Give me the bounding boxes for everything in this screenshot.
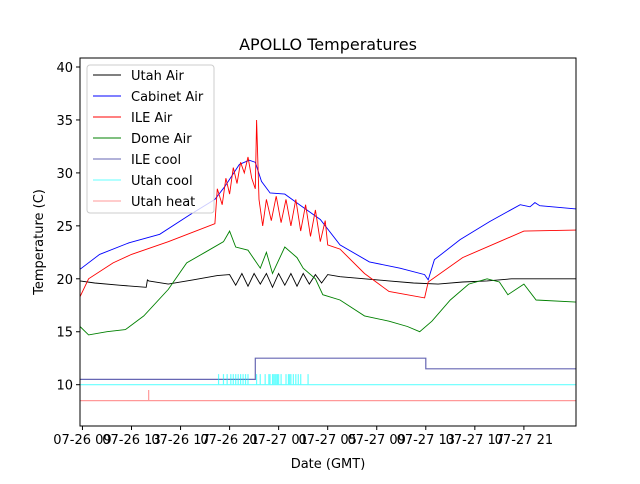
y-tick-label: 10 (56, 379, 73, 394)
legend-item-cabinet-air: Cabinet Air (93, 90, 204, 105)
y-axis-label: Temperature (C) (32, 189, 47, 296)
x-tick-label: 07-26 21 (200, 433, 258, 448)
y-tick-label: 25 (56, 220, 73, 235)
x-tick-label: 07-26 13 (102, 433, 160, 448)
series-line-utah-air (79, 272, 576, 289)
x-tick-label: 07-27 01 (249, 433, 307, 448)
series-line-dome-air (79, 230, 577, 336)
series-ile-air (79, 119, 577, 299)
series-utah-heat (80, 389, 576, 402)
plot-area (79, 119, 577, 402)
y-tick-label: 30 (56, 167, 73, 182)
series-dome-air (79, 230, 577, 336)
legend-item-utah-air: Utah Air (93, 69, 184, 84)
x-tick-label: 07-27 09 (348, 433, 406, 448)
series-line-ile-cool (80, 357, 576, 380)
legend-label: Utah cool (131, 174, 193, 189)
legend-item-utah-cool: Utah cool (93, 174, 193, 189)
legend-label: ILE cool (131, 153, 181, 168)
legend-item-utah-heat: Utah heat (93, 195, 195, 210)
legend: Utah Air Cabinet Air ILE Air Dome Air ILE co… (86, 64, 215, 214)
legend-label: Dome Air (131, 132, 192, 147)
legend-item-ile-air: ILE Air (93, 111, 173, 126)
x-tick-label: 07-26 17 (151, 433, 209, 448)
series-line-ile-air (79, 119, 577, 299)
legend-box (86, 64, 215, 214)
y-tick-label: 15 (56, 326, 73, 341)
x-axis-label: Date (GMT) (291, 457, 366, 472)
legend-label: Utah Air (131, 69, 184, 84)
series-utah-cool (80, 374, 576, 386)
legend-item-dome-air: Dome Air (93, 132, 192, 147)
y-tick-label: 20 (56, 273, 73, 288)
y-tick-label: 40 (56, 61, 73, 76)
y-axis: 10 15 20 25 30 35 40 (56, 61, 80, 394)
series-ile-cool (80, 357, 576, 380)
legend-item-ile-cool: ILE cool (93, 153, 181, 168)
x-tick-label: 07-26 09 (53, 433, 111, 448)
y-tick-label: 35 (56, 114, 73, 129)
series-utah-air (79, 272, 576, 289)
legend-label: Cabinet Air (131, 90, 204, 105)
x-tick-label: 07-27 21 (495, 433, 553, 448)
legend-label: ILE Air (131, 111, 173, 126)
legend-label: Utah heat (131, 195, 195, 210)
chart-title: APOLLO Temperatures (239, 35, 417, 54)
x-tick-label: 07-27 05 (298, 433, 356, 448)
x-tick-label: 07-27 17 (446, 433, 504, 448)
x-tick-label: 07-27 13 (397, 433, 455, 448)
